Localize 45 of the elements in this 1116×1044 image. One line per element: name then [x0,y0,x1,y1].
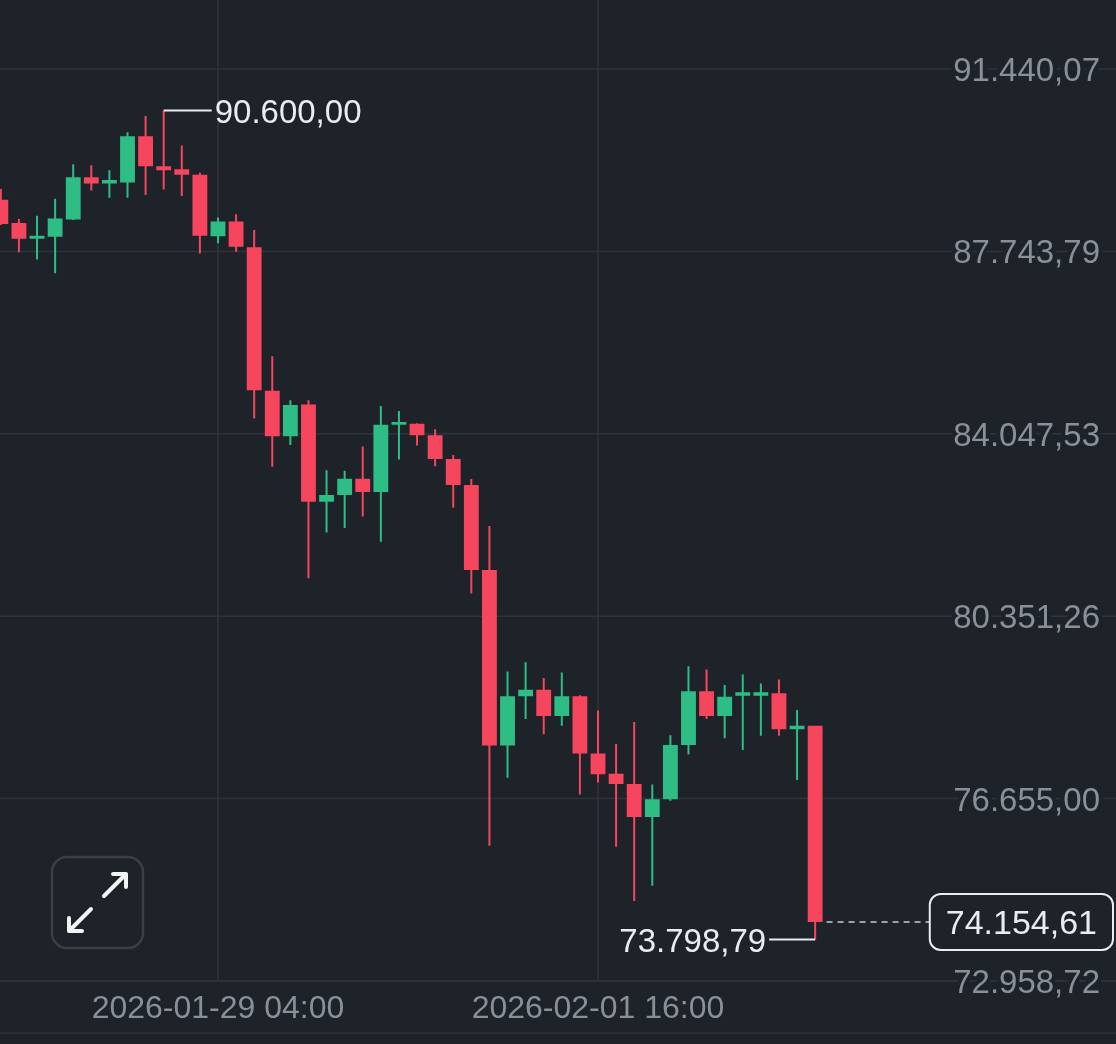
candlestick [156,110,172,190]
candlestick [319,470,334,533]
candlestick [445,454,461,508]
candlestick [47,198,63,274]
candlestick [699,669,714,719]
candlestick [626,721,642,901]
candlestick [500,671,515,778]
candlestick [463,479,479,594]
annotation: 73.798,79 [619,921,767,959]
y-tick-label: 87.743,79 [953,232,1100,270]
candlestick [264,356,280,467]
candlestick [120,132,135,198]
candlestick [373,406,389,542]
candlestick [735,674,751,751]
candlestick [355,446,371,517]
candlestick [174,145,190,196]
candlestick [301,400,316,579]
candlestick [427,429,443,467]
y-tick-label: 80.351,26 [953,597,1100,635]
candlestick [789,710,805,781]
candlestick [138,115,154,195]
candlestick [753,683,769,736]
candlestick [83,165,99,191]
y-tick-label: 72.958,72 [953,962,1100,1000]
candlestick [572,695,588,795]
candlestick [554,672,570,726]
candlestick [482,526,497,846]
candlestick [337,470,353,528]
candlestick [29,215,45,260]
x-tick-label: 2026-01-29 04:00 [91,989,345,1025]
y-tick-label: 84.047,53 [953,415,1100,453]
candlestick [101,170,117,198]
candlestick [644,784,660,886]
annotation: 90.600,00 [214,92,362,130]
candlestick [681,666,696,755]
candlestick [518,662,534,719]
y-tick-label: 91.440,07 [953,50,1100,88]
x-tick-label: 2026-02-01 16:00 [471,989,725,1025]
candlestick [391,411,407,460]
candlestick [65,164,81,221]
ref-line-label: 74.154,61 [945,902,1098,941]
candlestick [608,744,624,847]
y-tick-label: 76.655,00 [953,780,1100,818]
candlestick [717,684,733,739]
candlestick [536,677,552,735]
